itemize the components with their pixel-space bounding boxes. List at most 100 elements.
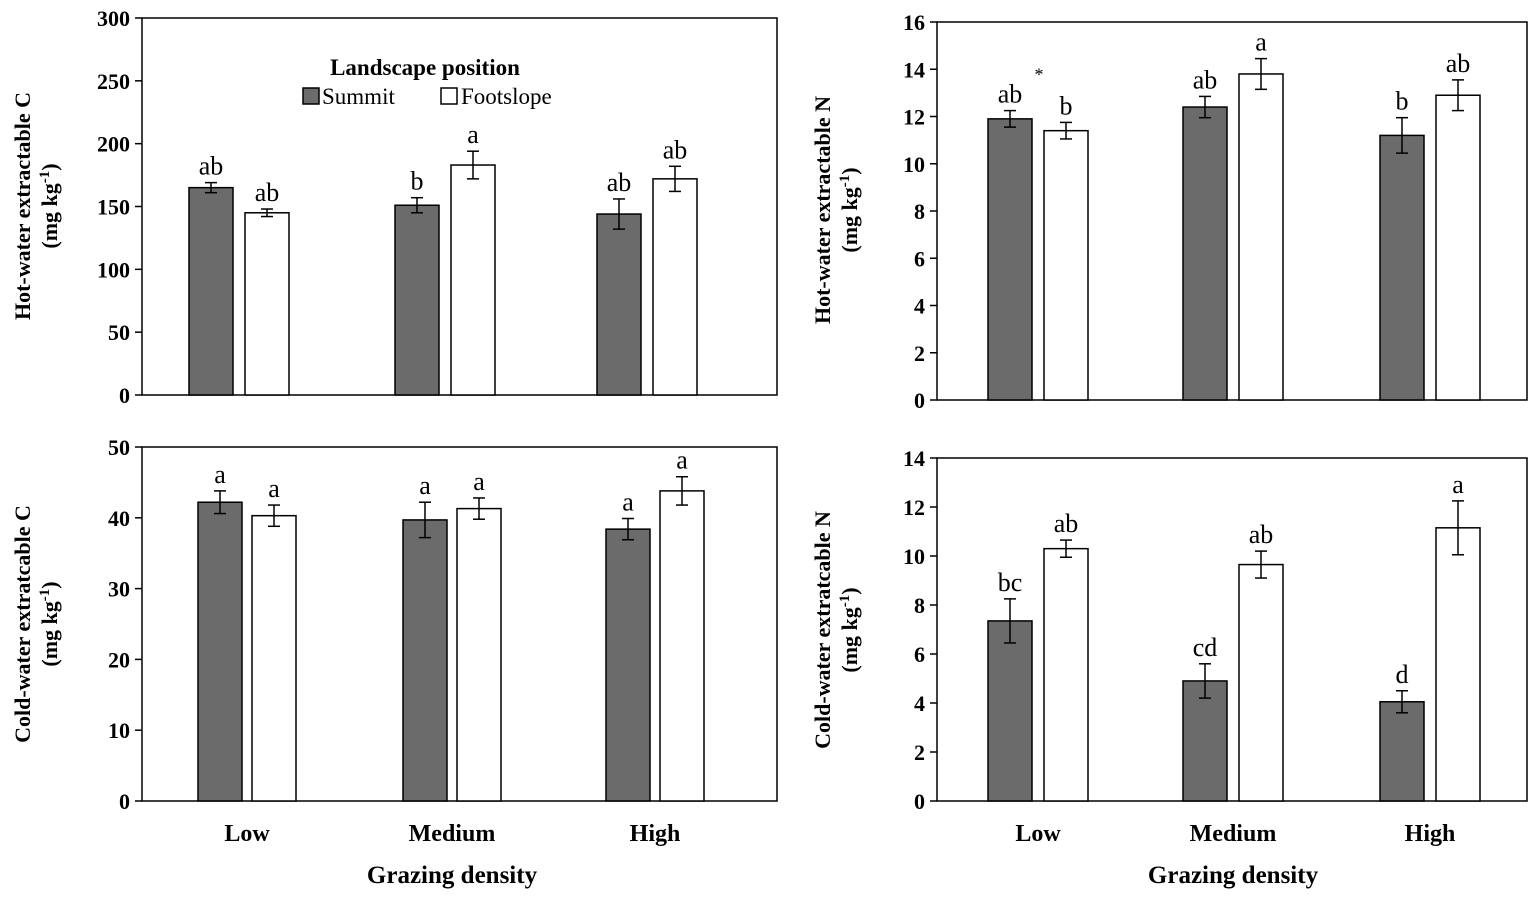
x-category-label: Low <box>224 821 270 847</box>
bar-summit-low <box>188 186 234 396</box>
y-axis-title: Hot-water extractable C(mg kg-1) <box>10 92 62 320</box>
legend-label-summit: Summit <box>322 84 395 109</box>
significance-letter: d <box>1396 660 1409 689</box>
y-tick-label: 250 <box>97 69 130 94</box>
plot-frame <box>936 457 1528 802</box>
y-axis-title: Cold-water extratcable C(mg kg-1) <box>10 505 62 743</box>
y-tick-label: 14 <box>903 57 925 82</box>
x-category-label: High <box>630 821 681 847</box>
significance-letter: b <box>411 167 424 196</box>
bar-footslope-low <box>244 212 290 396</box>
bar-summit-medium <box>1182 680 1228 802</box>
x-category-label: Low <box>1015 821 1061 847</box>
y-axis-title: Cold-water extratcable N(mg kg-1) <box>810 511 862 749</box>
bar-footslope-high <box>1435 94 1481 401</box>
significance-letter: cd <box>1193 633 1218 662</box>
significance-letter: a <box>467 120 479 149</box>
x-axis-title-left: Grazing density <box>367 862 538 889</box>
y-tick-label: 12 <box>903 495 925 520</box>
y-tick-label: 16 <box>903 10 925 35</box>
bar-footslope-medium <box>1238 563 1284 802</box>
bar-footslope-low <box>1043 547 1089 802</box>
significance-letter: ab <box>255 178 280 207</box>
bar-footslope-high <box>1435 527 1481 802</box>
legend-label-footslope: Footslope <box>461 84 552 109</box>
y-tick-label: 8 <box>914 593 925 618</box>
panel-hot-water-c: 0 50 100 150 200 250 300 Hot-water extractable … <box>10 6 778 408</box>
bar-summit-high <box>1379 701 1425 802</box>
y-tick-label: 300 <box>97 6 130 31</box>
significance-letter: ab <box>1249 520 1274 549</box>
significance-letter: a <box>419 471 431 500</box>
x-axis-title-right: Grazing density <box>1148 862 1319 889</box>
significance-letter: a <box>1255 28 1267 57</box>
y-tick-label: 10 <box>903 152 925 177</box>
legend-swatch-summit <box>302 87 320 105</box>
y-tick-label: 0 <box>914 789 925 814</box>
bar-summit-high <box>605 528 651 802</box>
bar-footslope-low <box>1043 129 1089 401</box>
significance-letter: a <box>1452 470 1464 499</box>
significance-letter: a <box>676 446 688 475</box>
y-tick-label: 10 <box>903 544 925 569</box>
significance-letter: ab <box>998 80 1023 109</box>
bar-summit-high <box>1379 134 1425 401</box>
significance-letter: b <box>1060 91 1073 120</box>
panel-cold-water-n: 0 2 4 6 8 10 12 14 Cold-water extratcable N(mg k… <box>810 446 1528 847</box>
y-tick-label: 30 <box>108 577 130 602</box>
y-tick-label: 40 <box>108 506 130 531</box>
significance-letter: a <box>214 460 226 489</box>
significance-letter: a <box>473 467 485 496</box>
y-tick-label: 50 <box>108 320 130 345</box>
y-tick-label: 20 <box>108 647 130 672</box>
x-category-label: Medium <box>409 821 496 847</box>
bar-summit-low <box>197 501 243 802</box>
legend: Landscape position Summit Footslope <box>302 55 552 109</box>
y-tick-label: 150 <box>97 195 130 220</box>
bar-footslope-high <box>659 490 705 802</box>
bar-footslope-medium <box>456 507 502 802</box>
y-tick-label: 4 <box>914 294 925 319</box>
y-tick-label: 200 <box>97 132 130 157</box>
significance-letter: ab <box>1054 509 1079 538</box>
bar-summit-medium <box>394 204 440 396</box>
x-category-label: Medium <box>1190 821 1277 847</box>
bar-summit-high <box>596 213 642 396</box>
legend-title: Landscape position <box>330 55 520 80</box>
significance-letter: a <box>268 474 280 503</box>
y-tick-label: 6 <box>914 642 925 667</box>
significance-letter: bc <box>998 568 1023 597</box>
bar-summit-low <box>987 118 1033 401</box>
y-tick-label: 4 <box>914 691 925 716</box>
y-tick-label: 2 <box>914 740 925 765</box>
panel-cold-water-c: 0 10 20 30 40 50 Cold-water extratcable C(mg k… <box>10 435 778 847</box>
y-tick-label: 10 <box>108 718 130 743</box>
bar-summit-low <box>987 620 1033 802</box>
y-tick-label: 0 <box>914 388 925 413</box>
significance-letter: ab <box>1446 49 1471 78</box>
bar-footslope-low <box>251 514 297 802</box>
significance-letter: ab <box>199 152 224 181</box>
significance-letter: ab <box>663 135 688 164</box>
panel-hot-water-n: 0 2 4 6 8 10 12 14 16 Hot-water extractable N(mg … <box>810 10 1528 413</box>
y-tick-label: 12 <box>903 105 925 130</box>
bar-summit-medium <box>1182 106 1228 401</box>
significance-letter: ab <box>607 168 632 197</box>
y-tick-label: 2 <box>914 341 925 366</box>
legend-swatch-footslope <box>440 87 458 105</box>
y-tick-label: 8 <box>914 199 925 224</box>
y-tick-label: 50 <box>108 435 130 460</box>
y-tick-label: 14 <box>903 446 925 471</box>
y-tick-label: 6 <box>914 246 925 271</box>
bar-summit-medium <box>402 519 448 802</box>
y-tick-label: 0 <box>119 383 130 408</box>
x-category-label: High <box>1405 821 1456 847</box>
y-tick-label: 0 <box>119 789 130 814</box>
significance-letter: b <box>1396 87 1409 116</box>
y-tick-label: 100 <box>97 257 130 282</box>
bar-footslope-medium <box>1238 73 1284 401</box>
bar-footslope-high <box>652 178 698 396</box>
significance-asterisk: * <box>1035 65 1044 85</box>
bar-footslope-medium <box>450 164 496 396</box>
